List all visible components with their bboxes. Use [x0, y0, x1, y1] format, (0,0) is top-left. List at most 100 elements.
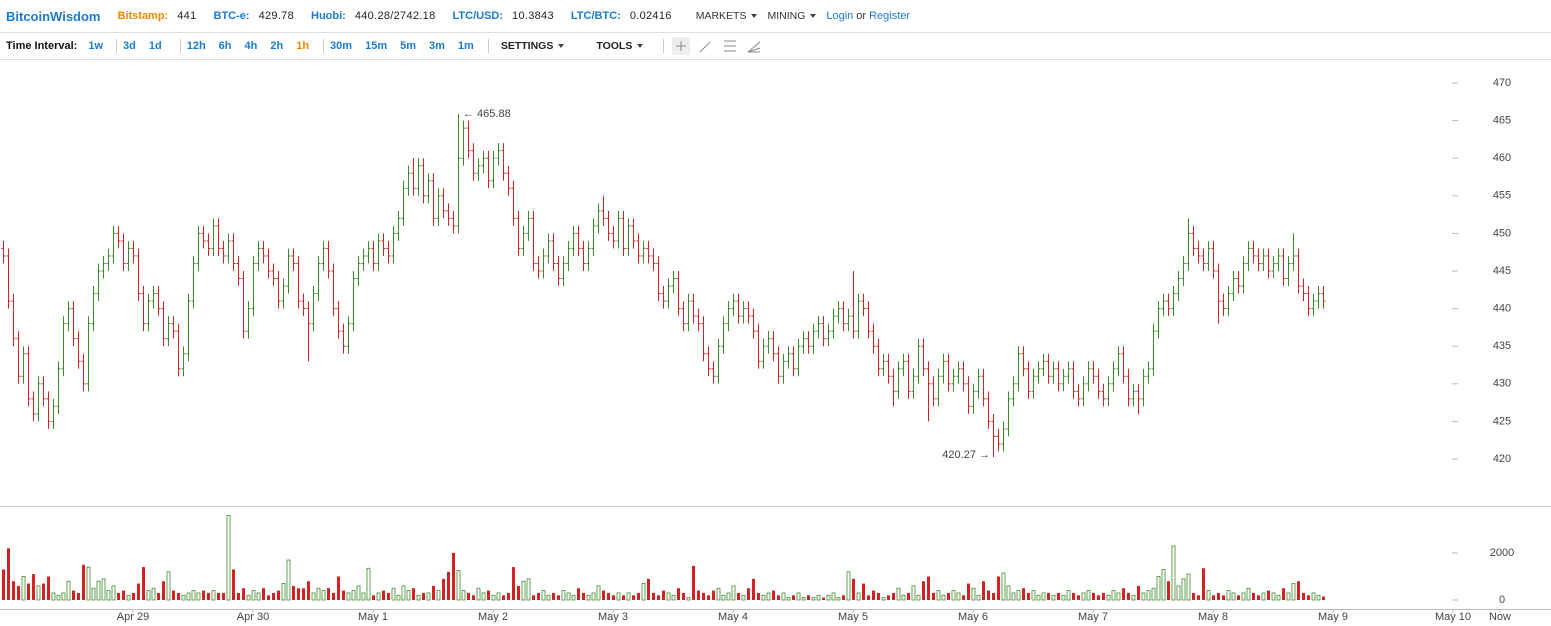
volume-bar	[881, 597, 886, 601]
y-tick-label: 455	[1493, 190, 1511, 202]
x-tick-label: Apr 30	[237, 611, 269, 623]
interval[interactable]: 6h	[218, 40, 232, 52]
volume-bar	[911, 585, 916, 601]
volume-bar	[1146, 590, 1151, 601]
volume-bar	[521, 580, 526, 601]
volume-bar	[101, 578, 106, 601]
volume-bar	[1291, 583, 1296, 601]
volume-bar	[702, 592, 705, 600]
volume-bar	[992, 592, 995, 600]
volume-bar	[577, 588, 580, 600]
menu-label[interactable]: SETTINGS	[500, 40, 554, 52]
volume-bar	[1257, 595, 1260, 600]
interval[interactable]: 15m	[365, 40, 388, 52]
x-tick-label: May 4	[718, 611, 748, 623]
volume-bar	[716, 587, 721, 601]
toolbar: Time Interval: 1w 3d 1d 12h 6h 4h 2h 1h …	[0, 33, 1551, 60]
interval[interactable]: 3m	[429, 40, 445, 52]
volume-bar	[272, 592, 275, 600]
volume-bar	[1226, 590, 1231, 601]
volume-bar	[491, 594, 496, 601]
volume-bar	[941, 594, 946, 601]
volume-bar	[337, 576, 340, 600]
interval[interactable]: 5m	[400, 40, 417, 52]
volume-bar	[682, 592, 685, 600]
x-tick-label: May 7	[1078, 611, 1108, 623]
menu-label[interactable]: MINING	[767, 10, 806, 22]
menu-label[interactable]: MARKETS	[695, 10, 747, 22]
volume-bar	[281, 583, 286, 601]
volume-bar	[1156, 576, 1161, 601]
brand[interactable]: BitcoinWisdom	[6, 8, 101, 24]
register-link[interactable]: Register	[869, 10, 911, 22]
ticker-label[interactable]: Huobi:	[311, 10, 346, 22]
volume-bar	[632, 595, 635, 600]
volume-bar	[987, 590, 990, 600]
volume-bar	[1151, 587, 1156, 601]
volume-bar	[786, 597, 791, 601]
line-tool[interactable]	[699, 41, 711, 53]
volume-bar	[321, 590, 326, 601]
volume-bar	[932, 592, 935, 600]
interval[interactable]: 1d	[148, 40, 162, 52]
volume-bar	[747, 588, 750, 600]
ticker-label[interactable]: LTC/BTC:	[570, 10, 621, 22]
volume-bar	[1106, 594, 1111, 601]
x-tick-label: May 3	[598, 611, 628, 623]
volume-bar	[166, 571, 171, 601]
ticker-value: 10.3843	[512, 10, 554, 22]
volume-bar	[1057, 592, 1060, 600]
interval[interactable]: 3d	[123, 40, 136, 52]
volume-bar	[752, 578, 755, 600]
volume-bar	[461, 590, 466, 601]
interval[interactable]: 1h	[296, 40, 310, 52]
ticker-label[interactable]: BTC-e:	[213, 10, 250, 22]
x-tick-label: May 8	[1198, 611, 1228, 623]
volume-bar	[737, 592, 740, 600]
volume-bar	[382, 590, 385, 600]
volume-bar	[877, 592, 880, 600]
ticker-label[interactable]: LTC/USD:	[452, 10, 504, 22]
volume-bar	[1231, 592, 1236, 601]
volume-bar	[777, 595, 780, 600]
volume-bar	[1206, 590, 1211, 601]
volume-bar	[202, 590, 205, 600]
interval[interactable]: 12h	[186, 40, 206, 52]
menu[interactable]: MARKETS	[696, 10, 758, 22]
or-text: or	[856, 10, 867, 22]
volume-bar	[792, 595, 795, 600]
volume-bar	[27, 583, 30, 600]
volume-bar	[177, 592, 180, 600]
volume-bar	[552, 592, 555, 600]
volume-bar	[947, 592, 950, 600]
interval[interactable]: 30m	[330, 40, 353, 52]
volume-bar	[726, 592, 731, 601]
fan-tool[interactable]	[748, 41, 761, 53]
volume-bar	[1246, 587, 1251, 601]
interval[interactable]: 4h	[244, 40, 258, 52]
ticker-label[interactable]: Bitstamp:	[117, 10, 169, 22]
volume-bar	[761, 594, 766, 601]
menu[interactable]: TOOLS	[596, 40, 644, 52]
volume-bar	[232, 569, 235, 600]
x-tick-label: May 1	[358, 611, 388, 623]
menu-label[interactable]: TOOLS	[596, 40, 633, 52]
volume-bar	[1176, 585, 1181, 601]
volume-bar	[1137, 585, 1140, 600]
interval[interactable]: 2h	[270, 40, 284, 52]
volume-bar	[307, 581, 310, 600]
volume-bar	[1286, 592, 1291, 601]
volume-bar	[237, 592, 240, 600]
menu[interactable]: MINING	[767, 10, 817, 22]
fib-tool[interactable]	[724, 40, 737, 52]
volume-bar	[191, 590, 196, 601]
menu[interactable]: SETTINGS	[501, 40, 565, 52]
volume-bar	[662, 590, 665, 600]
login-link[interactable]: Login	[826, 10, 854, 22]
interval[interactable]: 1w	[88, 40, 104, 52]
volume-bar	[1271, 592, 1276, 601]
volume-bar	[922, 581, 925, 600]
volume-bar	[566, 592, 571, 601]
interval[interactable]: 1m	[457, 40, 474, 52]
